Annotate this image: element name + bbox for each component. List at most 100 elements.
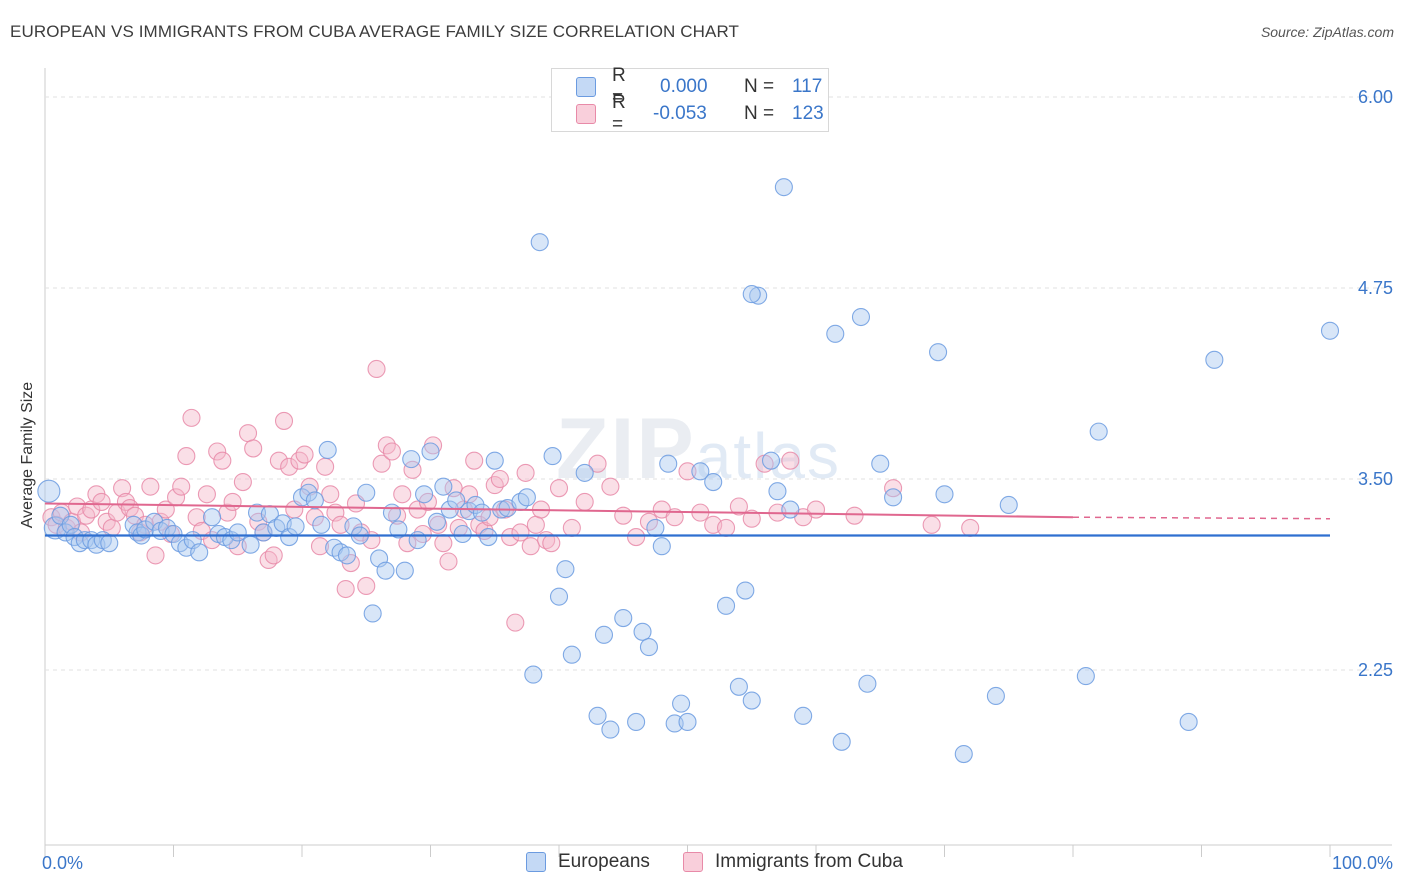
y-tick-label: 4.75	[1358, 278, 1393, 298]
europeans-point	[280, 528, 299, 547]
europeans-point	[312, 515, 331, 534]
europeans-point	[781, 500, 800, 519]
watermark-zip: ZIP	[556, 401, 696, 497]
europeans-point	[761, 451, 781, 470]
europeans-point	[1205, 350, 1224, 369]
cuba-point	[542, 534, 561, 553]
europeans-point	[376, 561, 395, 580]
europeans-point	[639, 638, 659, 657]
europeans-point	[43, 516, 67, 540]
europeans-point	[241, 535, 260, 554]
cuba-point	[575, 492, 594, 511]
cuba-point	[781, 451, 800, 470]
chart-title: EUROPEAN VS IMMIGRANTS FROM CUBA AVERAGE…	[10, 22, 739, 41]
legend-swatch-europeans	[526, 852, 546, 872]
europeans-point	[228, 523, 247, 542]
legend-swatch-europeans	[576, 77, 596, 97]
cuba-point	[187, 508, 206, 527]
europeans-point	[562, 645, 581, 664]
europeans-point	[884, 488, 903, 507]
legend-label-europeans: Europeans	[558, 851, 650, 872]
legend-swatch-cuba	[576, 104, 596, 124]
cuba-point	[521, 537, 540, 556]
europeans-point	[472, 503, 491, 522]
europeans-point	[633, 622, 652, 641]
europeans-point	[794, 706, 813, 725]
europeans-point	[646, 518, 665, 537]
europeans-point	[357, 483, 376, 502]
cuba-point	[665, 508, 684, 527]
europeans-point	[749, 286, 768, 305]
europeans-point	[601, 720, 620, 739]
cuba-point	[367, 359, 386, 379]
europeans-point	[652, 537, 671, 556]
legend-item-cuba: Immigrants from Cuba	[683, 851, 903, 873]
cuba-point	[113, 479, 132, 498]
europeans-point	[704, 473, 723, 492]
legend-n-value: 123	[792, 103, 824, 124]
europeans-point	[999, 495, 1018, 515]
europeans-point	[774, 178, 793, 197]
cuba-point	[295, 445, 314, 464]
europeans-point	[337, 546, 357, 565]
cuba-point	[92, 492, 111, 511]
cuba-point	[233, 473, 252, 492]
y-axis-label: Average Family Size	[19, 381, 36, 529]
cuba-point	[511, 523, 530, 542]
cuba-point	[382, 442, 402, 461]
cuba-point	[141, 477, 160, 496]
y-tick-label: 3.50	[1358, 469, 1393, 489]
legend-row-europeans: R = 0.000 N = 117	[576, 65, 823, 108]
europeans-point	[832, 732, 851, 751]
cuba-point	[845, 506, 864, 525]
cuba-point	[197, 485, 216, 504]
europeans-point	[858, 674, 877, 693]
cuba-point	[408, 500, 427, 519]
cuba-point	[516, 463, 535, 482]
europeans-point	[190, 543, 209, 562]
legend-n-label: N =	[744, 76, 775, 97]
cuba-point	[729, 497, 748, 516]
europeans-point	[716, 596, 736, 615]
europeans-point	[382, 503, 402, 522]
legend-label-cuba: Immigrants from Cuba	[715, 851, 903, 872]
europeans-point	[627, 712, 646, 732]
europeans-point	[678, 712, 697, 732]
europeans-point	[935, 485, 954, 504]
cuba-point	[280, 457, 299, 476]
europeans-point	[427, 512, 446, 531]
legend-r-label: R =	[612, 65, 626, 108]
europeans-point	[318, 440, 337, 460]
europeans-point	[556, 560, 575, 579]
europeans-point	[203, 508, 222, 527]
cuba-trend-line	[44, 502, 1074, 519]
europeans-point	[415, 485, 434, 504]
cuba-point	[238, 424, 258, 443]
europeans-point	[549, 587, 569, 606]
europeans-point	[530, 233, 549, 252]
europeans-point	[408, 531, 427, 550]
legend-item-europeans: Europeans	[526, 851, 650, 873]
europeans-point	[37, 479, 61, 503]
legend-r-value: -0.053	[653, 103, 707, 124]
cuba-point	[264, 546, 283, 565]
europeans-point	[742, 285, 761, 304]
legend-row-cuba: R = -0.053 N = 123	[576, 92, 824, 135]
cuba-point	[336, 579, 355, 599]
cuba-point	[372, 454, 391, 473]
cuba-point	[716, 518, 736, 537]
europeans-point	[1089, 422, 1108, 441]
europeans-point	[389, 520, 408, 539]
cuba-point	[562, 518, 581, 537]
europeans-point	[659, 454, 678, 473]
legend-n-value: 117	[792, 76, 823, 97]
europeans-point	[691, 462, 710, 481]
watermark: ZIPatlas	[556, 400, 841, 499]
europeans-point	[100, 534, 119, 553]
europeans-point	[826, 324, 845, 343]
y-tick-label: 2.25	[1358, 660, 1393, 680]
europeans-point	[485, 451, 504, 470]
europeans-point	[768, 482, 787, 501]
europeans-point	[402, 450, 421, 469]
cuba-point	[274, 411, 294, 430]
